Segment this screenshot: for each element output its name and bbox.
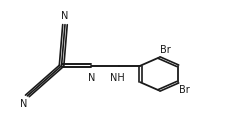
Text: N: N	[20, 99, 27, 109]
Text: Br: Br	[159, 45, 170, 55]
Text: NH: NH	[110, 73, 124, 83]
Text: N: N	[87, 73, 94, 83]
Text: N: N	[61, 11, 68, 21]
Text: Br: Br	[178, 85, 189, 95]
